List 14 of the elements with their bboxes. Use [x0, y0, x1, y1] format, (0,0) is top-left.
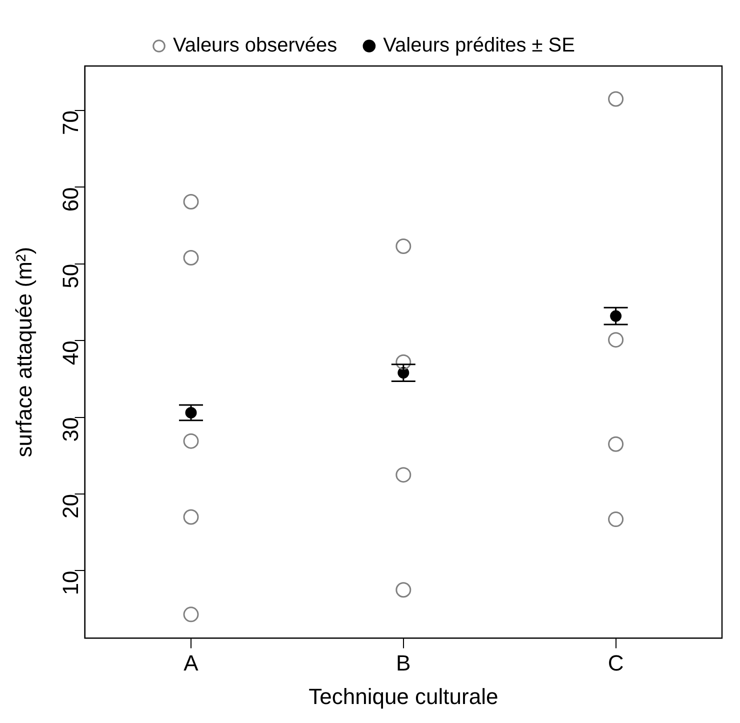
x-axis-title: Technique culturale [308, 684, 498, 709]
x-tick-label: B [396, 650, 411, 676]
y-tick-label: 70 [58, 110, 83, 135]
y-tick-label: 20 [58, 494, 83, 518]
legend-label: Valeurs prédites ± SE [383, 34, 575, 57]
y-axis-title: surface attaquée (m²) [11, 246, 36, 458]
y-tick-label: 40 [58, 340, 83, 366]
y-tick-label: 10 [58, 570, 83, 596]
y-tick-label: 50 [58, 264, 83, 288]
y-tick-label: 60 [58, 187, 83, 212]
x-tick-label: C [608, 650, 624, 676]
y-tick-label: 30 [58, 417, 83, 442]
legend-label: Valeurs observées [173, 34, 338, 57]
x-tick-label: A [184, 650, 199, 676]
